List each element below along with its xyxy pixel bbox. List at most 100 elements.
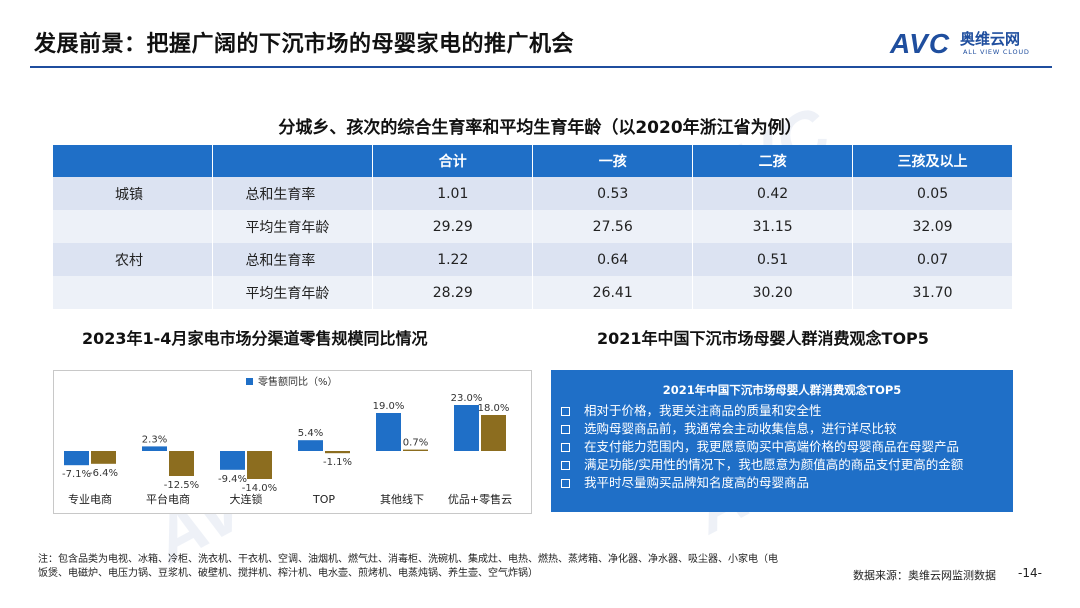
value-cell: 29.29 xyxy=(372,210,534,243)
value-cell: 1.22 xyxy=(372,243,534,276)
header-cell: 一孩 xyxy=(532,145,694,177)
metric-cell: 平均生育年龄 xyxy=(212,210,374,243)
data-label: -6.4% xyxy=(89,468,118,479)
chart-bar xyxy=(142,446,167,451)
data-label: 18.0% xyxy=(478,403,510,414)
chart-title: 2023年1-4月家电市场分渠道零售规模同比情况 xyxy=(82,329,428,348)
chart-canvas: 零售额同比（%） -7.1%-6.4% 专业电商 2.3% -12.5%平台电商 -9.4… xyxy=(62,375,512,506)
square-bullet-icon xyxy=(561,424,570,434)
consumer-attitude-panel: 2021年中国下沉市场母婴人群消费观念TOP5 相对于价格，我更关注商品的质量和… xyxy=(551,370,1013,512)
chart-bar xyxy=(376,413,401,451)
list-item: 选购母婴商品前，我通常会主动收集信息，进行详尽比较 xyxy=(561,420,1013,438)
data-source: 数据来源：奥维云网监测数据 xyxy=(853,569,996,582)
logo-en: ALL VIEW CLOUD xyxy=(963,48,1030,56)
value-cell: 0.53 xyxy=(532,177,694,210)
value-cell: 31.70 xyxy=(852,276,1013,309)
page-number: -14- xyxy=(1018,566,1042,580)
header-cell xyxy=(212,145,374,177)
value-cell: 26.41 xyxy=(532,276,694,309)
brand-logo: AVC 奥维云网 ALL VIEW CLOUD xyxy=(890,26,1055,62)
value-cell: 0.42 xyxy=(692,177,854,210)
metric-cell: 总和生育率 xyxy=(212,243,374,276)
chart-bar xyxy=(64,451,89,466)
list-item-text: 相对于价格，我更关注商品的质量和安全性 xyxy=(584,403,822,418)
value-cell: 0.07 xyxy=(852,243,1013,276)
legend-swatch xyxy=(246,378,253,385)
value-cell: 1.01 xyxy=(372,177,534,210)
value-cell: 0.64 xyxy=(532,243,694,276)
data-label: 0.7% xyxy=(403,438,428,449)
data-label: -9.4% xyxy=(218,474,247,485)
value-cell: 0.51 xyxy=(692,243,854,276)
chart-bar xyxy=(220,451,245,470)
area-cell: 农村 xyxy=(53,243,214,276)
table-header-row: 合计 一孩 二孩 三孩及以上 xyxy=(53,145,1013,177)
data-label: 2.3% xyxy=(142,434,167,445)
list-item: 我平时尽量购买品牌知名度高的母婴商品 xyxy=(561,474,1013,492)
list-item-text: 满足功能/实用性的情况下，我也愿意为颜值高的商品支付更高的金额 xyxy=(584,457,964,472)
square-bullet-icon xyxy=(561,442,570,452)
area-cell: 城镇 xyxy=(53,177,214,210)
value-cell: 0.05 xyxy=(852,177,1013,210)
chart-bar xyxy=(169,451,194,476)
category-label: 平台电商 xyxy=(146,492,190,506)
panel-title: 2021年中国下沉市场母婴人群消费观念TOP5 xyxy=(597,329,929,348)
category-label: 专业电商 xyxy=(68,492,112,506)
list-item-text: 在支付能力范围内，我更愿意购买中高端价格的母婴商品在母婴产品 xyxy=(584,439,960,454)
header-cell: 三孩及以上 xyxy=(852,145,1013,177)
footnote: 注：包含品类为电视、冰箱、冷柜、洗衣机、干衣机、空调、油烟机、燃气灶、消毒柜、洗… xyxy=(38,554,778,579)
chart-bar xyxy=(454,405,479,451)
metric-cell: 平均生育年龄 xyxy=(212,276,374,309)
value-cell: 32.09 xyxy=(852,210,1013,243)
square-bullet-icon xyxy=(561,406,570,416)
value-cell: 27.56 xyxy=(532,210,694,243)
logo-mark: AVC xyxy=(890,28,951,59)
list-item-text: 选购母婴商品前，我通常会主动收集信息，进行详尽比较 xyxy=(584,421,897,436)
area-cell xyxy=(53,276,214,309)
data-label: -1.1% xyxy=(323,457,352,468)
category-label: 优品+零售云 xyxy=(448,492,512,506)
value-cell: 30.20 xyxy=(692,276,854,309)
header-cell: 二孩 xyxy=(692,145,854,177)
chart-bar xyxy=(481,415,506,451)
list-item: 满足功能/实用性的情况下，我也愿意为颜值高的商品支付更高的金额 xyxy=(561,456,1013,474)
chart-bar xyxy=(298,440,323,451)
data-label: -12.5% xyxy=(164,480,199,491)
table-title: 分城乡、孩次的综合生育率和平均生育年龄（以2020年浙江省为例） xyxy=(278,118,802,138)
list-item-text: 我平时尽量购买品牌知名度高的母婴商品 xyxy=(584,475,810,490)
header-cell xyxy=(53,145,214,177)
value-cell: 28.29 xyxy=(372,276,534,309)
attitude-list: 相对于价格，我更关注商品的质量和安全性 选购母婴商品前，我通常会主动收集信息，进… xyxy=(551,402,1013,492)
chart-bar xyxy=(403,449,428,451)
list-item: 相对于价格，我更关注商品的质量和安全性 xyxy=(561,402,1013,420)
data-label: 23.0% xyxy=(451,393,483,404)
panel-heading: 2021年中国下沉市场母婴人群消费观念TOP5 xyxy=(662,383,902,397)
category-label: 大连锁 xyxy=(230,492,263,506)
square-bullet-icon xyxy=(561,478,570,488)
table-row: 农村 总和生育率 1.22 0.64 0.51 0.07 xyxy=(53,243,1013,276)
chart-bar xyxy=(247,451,272,479)
table-row: 平均生育年龄 29.29 27.56 31.15 32.09 xyxy=(53,210,1013,243)
fertility-table: 合计 一孩 二孩 三孩及以上 城镇 总和生育率 1.01 0.53 0.42 0… xyxy=(53,145,1013,309)
data-label: 5.4% xyxy=(298,428,323,439)
chart-bar xyxy=(325,451,350,454)
data-label: -7.1% xyxy=(62,469,91,480)
category-label: 其他线下 xyxy=(380,492,424,506)
area-cell xyxy=(53,210,214,243)
data-label: 19.0% xyxy=(373,401,405,412)
header-cell: 合计 xyxy=(372,145,534,177)
list-item: 在支付能力范围内，我更愿意购买中高端价格的母婴商品在母婴产品 xyxy=(561,438,1013,456)
square-bullet-icon xyxy=(561,460,570,470)
value-cell: 31.15 xyxy=(692,210,854,243)
data-label: -14.0% xyxy=(242,483,277,494)
chart-bar xyxy=(91,451,116,464)
page-title: 发展前景：把握广阔的下沉市场的母婴家电的推广机会 xyxy=(34,32,575,57)
title-divider xyxy=(30,66,1052,68)
metric-cell: 总和生育率 xyxy=(212,177,374,210)
table-row: 城镇 总和生育率 1.01 0.53 0.42 0.05 xyxy=(53,177,1013,210)
legend-label: 零售额同比（%） xyxy=(258,375,338,388)
category-label: TOP xyxy=(312,493,335,506)
channel-bar-chart: 零售额同比（%） -7.1% -6.4% 专业电商 2.3% -12.5% 平台电商 -9.4… xyxy=(53,370,532,514)
table-row: 平均生育年龄 28.29 26.41 30.20 31.70 xyxy=(53,276,1013,309)
logo-cn: 奥维云网 xyxy=(960,30,1021,48)
